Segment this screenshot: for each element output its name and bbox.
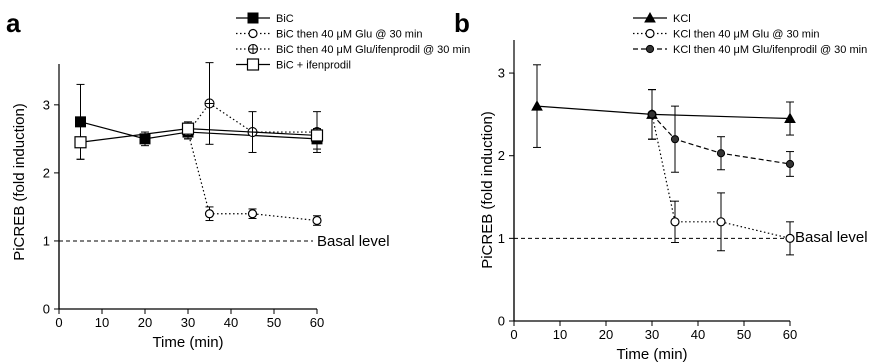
panel-b: b 0 10 20 30 40 50 60 0 1 2 3 Time (min) PiCREB (f…	[454, 8, 868, 363]
panel-a-series-1-point	[204, 209, 215, 219]
panel-b-letter: b	[454, 8, 470, 38]
panel-b-series-1-point	[785, 233, 795, 243]
panel-a-y-tick-label: 2	[43, 165, 50, 180]
panel-a-legend-marker-3	[246, 58, 260, 71]
panel-a: a 0 10 20 30 40 50 60 0 1 2 3 Time (min) PiCREB (f…	[6, 8, 470, 351]
panel-b-series-0-point	[531, 100, 543, 111]
panel-b-legend-label-0: KCl	[673, 13, 691, 25]
panel-b-series-2-point	[716, 149, 726, 158]
panel-b-series-2-point	[670, 135, 680, 144]
panel-b-y-tick-label: 0	[498, 314, 505, 329]
panel-a-series-group	[74, 62, 324, 226]
panel-a-legend-marker-2	[247, 43, 259, 55]
panel-a-series-0	[75, 83, 323, 160]
panel-a-series-2-point	[204, 98, 215, 109]
panel-a-series-3-point	[310, 129, 324, 142]
panel-a-legend-label-2: BiC then 40 μM Glu/ifenprodil @ 30 min	[276, 44, 470, 56]
panel-a-x-tick-label: 10	[95, 315, 109, 330]
panel-b-series-2-point	[647, 110, 657, 119]
panel-b-axes: 0 10 20 30 40 50 60 0 1 2 3	[498, 40, 797, 342]
panel-b-series-2-point	[785, 159, 795, 169]
panel-b-x-tick-label: 60	[783, 327, 797, 342]
panel-a-legend: BiC BiC then 40 μM Glu @ 30 min BiC then 4…	[236, 12, 470, 72]
panel-b-x-tick-label: 40	[691, 327, 705, 342]
panel-a-x-tick-label: 50	[267, 315, 281, 330]
panel-b-legend-marker-1	[645, 28, 655, 39]
panel-a-x-tick-label: 60	[310, 315, 324, 330]
panel-b-x-tick-label: 0	[510, 327, 517, 342]
panel-b-x-tick-label: 50	[737, 327, 751, 342]
panel-a-letter: a	[6, 8, 21, 38]
panel-b-series-1-point	[716, 217, 726, 227]
panel-a-x-tick-label: 20	[138, 315, 152, 330]
panel-b-x-tick-label: 20	[599, 327, 613, 342]
panel-b-series-0	[531, 64, 796, 148]
panel-b-y-axis-title: PiCREB (fold induction)	[479, 111, 496, 269]
panel-a-series-3	[74, 121, 324, 160]
panel-b-legend-label-2: KCl then 40 μM Glu/ifenprodil @ 30 min	[673, 44, 867, 56]
panel-a-x-tick-label: 0	[55, 315, 62, 330]
panel-a-series-2	[182, 62, 323, 153]
panel-a-legend-marker-1	[248, 28, 258, 39]
panel-b-series-group	[531, 64, 796, 256]
panel-a-y-tick-label: 1	[43, 233, 50, 248]
panel-b-x-tick-label: 30	[645, 327, 659, 342]
panel-a-y-tick-label: 0	[43, 302, 50, 317]
panel-a-series-0-line	[80, 121, 318, 140]
panel-b-legend-marker-0	[644, 11, 656, 23]
panel-a-series-3-point	[181, 122, 195, 135]
panel-b-series-2-line	[651, 113, 791, 165]
panel-b-series-0-line	[536, 105, 791, 120]
panel-b-x-tick-label: 10	[553, 327, 567, 342]
panel-a-legend-label-3: BiC + ifenprodil	[276, 60, 351, 72]
panel-b-series-1-point	[670, 217, 680, 227]
panel-a-series-3-point	[74, 136, 87, 149]
panel-b-y-tick-label: 3	[498, 66, 505, 81]
panel-b-legend-label-1: KCl then 40 μM Glu @ 30 min	[673, 29, 820, 41]
panel-a-axes: 0 10 20 30 40 50 60 0 1 2 3	[43, 64, 324, 330]
panel-b-series-1-line	[651, 114, 791, 239]
panel-a-x-axis-title: Time (min)	[152, 334, 223, 351]
panel-a-legend-marker-0	[247, 12, 259, 24]
panel-a-y-tick-label: 3	[43, 97, 50, 112]
panel-b-series-2	[647, 89, 795, 177]
panel-a-basal-label: Basal level	[317, 233, 390, 250]
panel-b-x-axis-title: Time (min)	[616, 346, 687, 363]
panel-a-x-tick-label: 30	[181, 315, 195, 330]
panel-a-series-0-point	[139, 133, 151, 145]
panel-b-y-tick-label: 1	[498, 231, 505, 246]
panel-a-y-axis-title: PiCREB (fold induction)	[11, 103, 28, 261]
panel-a-series-1-point	[247, 209, 258, 219]
panel-a-series-1-point	[312, 215, 322, 226]
panel-b-basal-label: Basal level	[795, 229, 868, 246]
panel-a-legend-label-0: BiC	[276, 13, 294, 25]
panel-b-series-0-point	[784, 112, 796, 124]
panel-a-legend-label-1: BiC then 40 μM Glu @ 30 min	[276, 29, 423, 41]
panel-a-x-tick-label: 40	[224, 315, 238, 330]
panel-b-legend: KCl KCl then 40 μM Glu @ 30 min KCl then 4…	[633, 11, 867, 56]
panel-b-y-tick-label: 2	[498, 148, 505, 163]
panel-b-legend-marker-2	[645, 44, 655, 54]
